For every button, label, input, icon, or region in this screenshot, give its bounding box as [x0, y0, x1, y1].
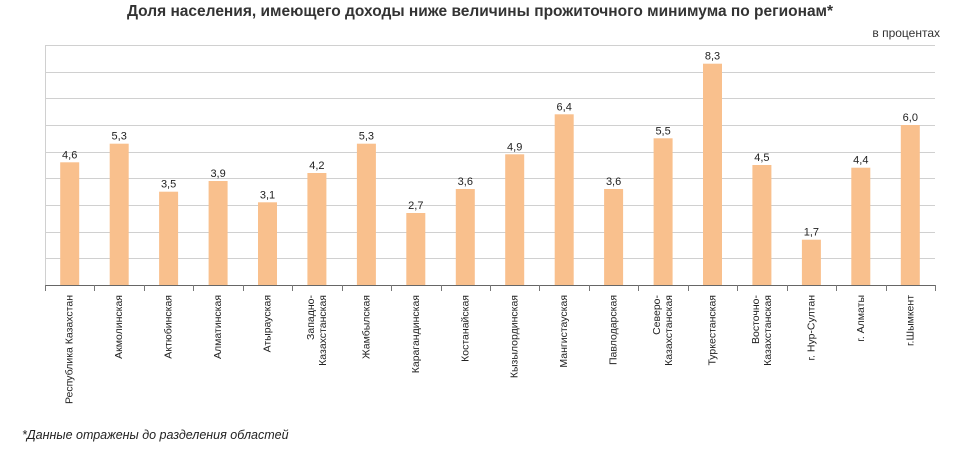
data-label: 3,6 — [458, 176, 473, 188]
footnote: *Данные отражены до разделения областей — [22, 428, 289, 442]
category-label: Кызылординская — [509, 295, 521, 378]
bar-3 — [159, 191, 179, 285]
bar-4 — [208, 181, 228, 285]
data-label: 3,6 — [606, 176, 621, 188]
label-layer: 4,6 Республика Казахстан 5,3 Акмолинская 3,5… — [62, 51, 918, 404]
category-label: г. Алматы — [855, 295, 867, 342]
category-label: Жамбылская — [360, 295, 372, 359]
data-label: 3,5 — [161, 179, 176, 191]
data-label: 5,3 — [112, 131, 127, 143]
category-label: Алматинская — [212, 295, 224, 359]
category-label: Восточно-Казахстанская — [750, 294, 774, 365]
data-label: 6,4 — [557, 101, 572, 113]
unit-label: в процентах — [872, 26, 940, 40]
bar-10 — [505, 154, 525, 285]
data-label: 4,2 — [309, 160, 324, 172]
data-label: 1,7 — [804, 227, 819, 239]
bar-13 — [653, 138, 673, 285]
bar-16 — [801, 239, 821, 285]
bar-17 — [851, 167, 871, 285]
grid-layer — [45, 45, 935, 259]
category-label: Республика Казахстан — [64, 295, 76, 404]
category-label: Туркестанская — [707, 295, 719, 366]
data-label: 4,6 — [62, 149, 77, 161]
axis-layer — [45, 45, 936, 291]
bar-15 — [752, 165, 772, 285]
bar-9 — [455, 189, 475, 285]
data-label: 2,7 — [408, 200, 423, 212]
data-label: 5,5 — [655, 125, 670, 137]
category-label: Северо-Казахстанская — [651, 295, 675, 366]
category-label: Карагандинская — [410, 295, 422, 373]
chart-title: Доля населения, имеющего доходы ниже вел… — [126, 3, 834, 20]
bar-5 — [258, 202, 277, 285]
bar-18 — [900, 125, 920, 285]
bar-7 — [356, 143, 376, 285]
category-label: Актюбинская — [163, 295, 175, 359]
bar-14 — [703, 63, 722, 286]
bar-11 — [554, 114, 574, 285]
data-label: 3,1 — [260, 189, 275, 201]
data-label: 4,9 — [507, 141, 522, 153]
bar-2 — [109, 143, 129, 285]
bar-1 — [60, 162, 80, 285]
category-label: Атырауская — [262, 295, 274, 352]
category-label: Акмолинская — [113, 295, 125, 359]
bar-8 — [406, 213, 426, 285]
data-label: 4,5 — [754, 152, 769, 164]
category-label: Западно-Казахстанская — [305, 294, 329, 365]
category-label: Павлодарская — [608, 295, 620, 365]
data-label: 3,9 — [210, 168, 225, 180]
data-label: 4,4 — [853, 155, 868, 167]
category-label: г. Нур-Султан — [805, 295, 817, 361]
data-label: 5,3 — [359, 131, 374, 143]
data-label: 8,3 — [705, 51, 720, 63]
bar-layer — [60, 63, 920, 286]
data-label: 6,0 — [903, 112, 918, 124]
bar-6 — [307, 173, 327, 285]
bar-12 — [604, 189, 624, 285]
category-label: г.Шымкент — [904, 295, 916, 346]
category-label: Костанайская — [459, 295, 471, 362]
category-label: Мангистауская — [558, 295, 570, 368]
